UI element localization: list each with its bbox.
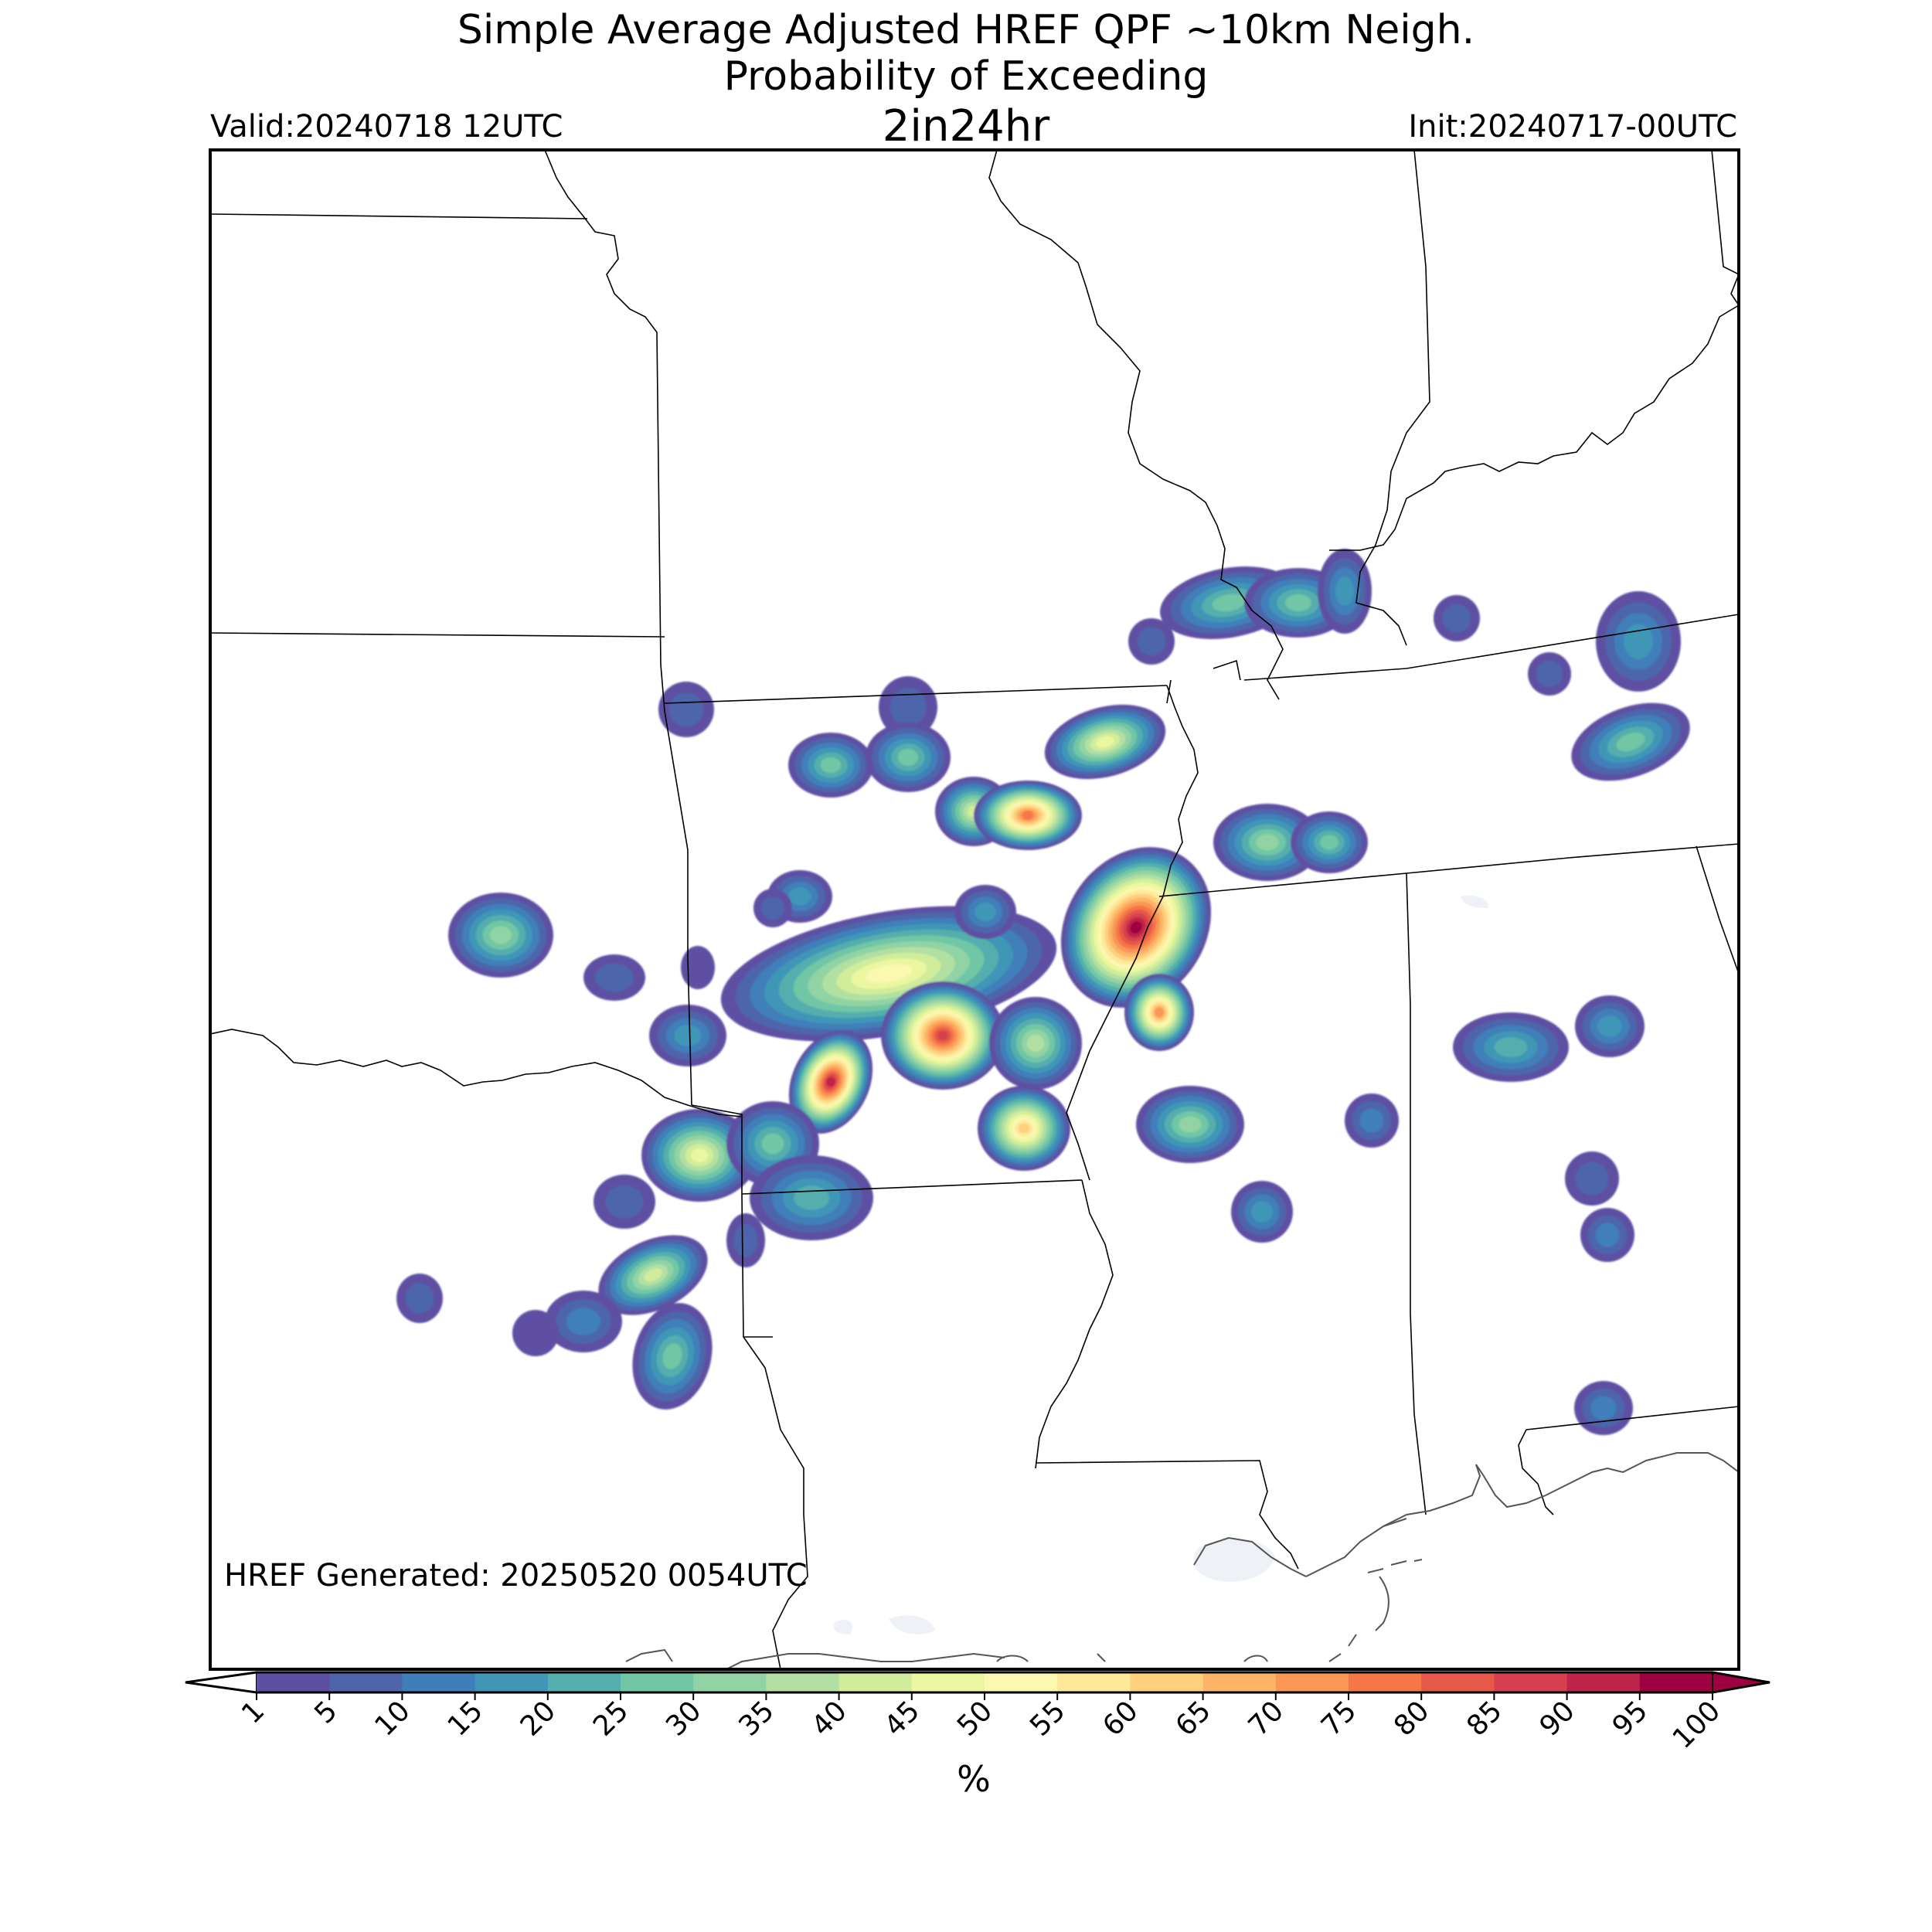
probability-cell xyxy=(1231,1181,1293,1243)
probability-cell xyxy=(649,1005,726,1066)
probability-cell xyxy=(881,981,1005,1090)
probability-cell xyxy=(726,1213,765,1267)
state-borders xyxy=(210,150,1739,1669)
map-frame xyxy=(209,148,1740,1671)
probability-cell xyxy=(1124,974,1194,1051)
init-time-label: Init:20240717-00UTC xyxy=(1408,109,1737,145)
probability-cell xyxy=(1528,652,1571,696)
water-bodies xyxy=(833,895,1488,1634)
probability-cell xyxy=(1136,1086,1244,1163)
probability-cell xyxy=(866,723,951,792)
probability-cell xyxy=(974,781,1082,850)
probability-cell xyxy=(1044,704,1166,780)
coastline xyxy=(625,1452,1739,1669)
probability-cell xyxy=(583,954,645,1001)
probability-cell xyxy=(594,1175,655,1229)
probability-cell xyxy=(396,1274,443,1323)
probability-cell xyxy=(632,1303,713,1410)
probability-cell xyxy=(1453,1012,1569,1082)
probability-cell xyxy=(1571,702,1690,781)
generated-time-label: HREF Generated: 20250520 0054UTC xyxy=(224,1558,808,1594)
probability-cell xyxy=(512,1310,559,1356)
probability-cell xyxy=(1434,595,1480,641)
probability-cell xyxy=(1596,591,1681,692)
probability-cell xyxy=(1318,549,1372,634)
probability-cell xyxy=(989,997,1082,1090)
probability-cell xyxy=(1565,1151,1619,1206)
probability-cell xyxy=(545,1291,622,1352)
probability-cell xyxy=(1575,995,1645,1057)
probability-cell xyxy=(978,1086,1070,1171)
probability-cell xyxy=(788,1030,873,1134)
probability-cell xyxy=(641,1109,757,1202)
probability-cell xyxy=(658,682,714,737)
probability-cell xyxy=(1213,804,1321,881)
probability-cell xyxy=(448,893,553,978)
colorbar-label: % xyxy=(957,1758,991,1800)
probability-cell xyxy=(788,733,873,798)
probability-cell xyxy=(681,946,715,989)
probability-contours xyxy=(396,549,1690,1435)
probability-cell xyxy=(1574,1381,1633,1435)
probability-cell xyxy=(598,1235,708,1315)
probability-cell xyxy=(879,676,937,738)
probability-cell xyxy=(954,885,1016,939)
title-threshold: 2in24hr xyxy=(882,101,1050,151)
probability-cell xyxy=(1345,1094,1399,1148)
probability-cell xyxy=(1128,618,1175,665)
probability-cell xyxy=(1291,811,1368,873)
probability-cell xyxy=(750,1155,873,1240)
probability-cell xyxy=(753,889,792,927)
valid-time-label: Valid:20240718 12UTC xyxy=(210,109,563,145)
title-line-1: Simple Average Adjusted HREF QPF ~10km N… xyxy=(457,7,1475,53)
probability-cell xyxy=(1060,847,1212,1008)
probability-cell xyxy=(1580,1208,1634,1262)
title-line-2: Probability of Exceeding xyxy=(723,53,1209,100)
